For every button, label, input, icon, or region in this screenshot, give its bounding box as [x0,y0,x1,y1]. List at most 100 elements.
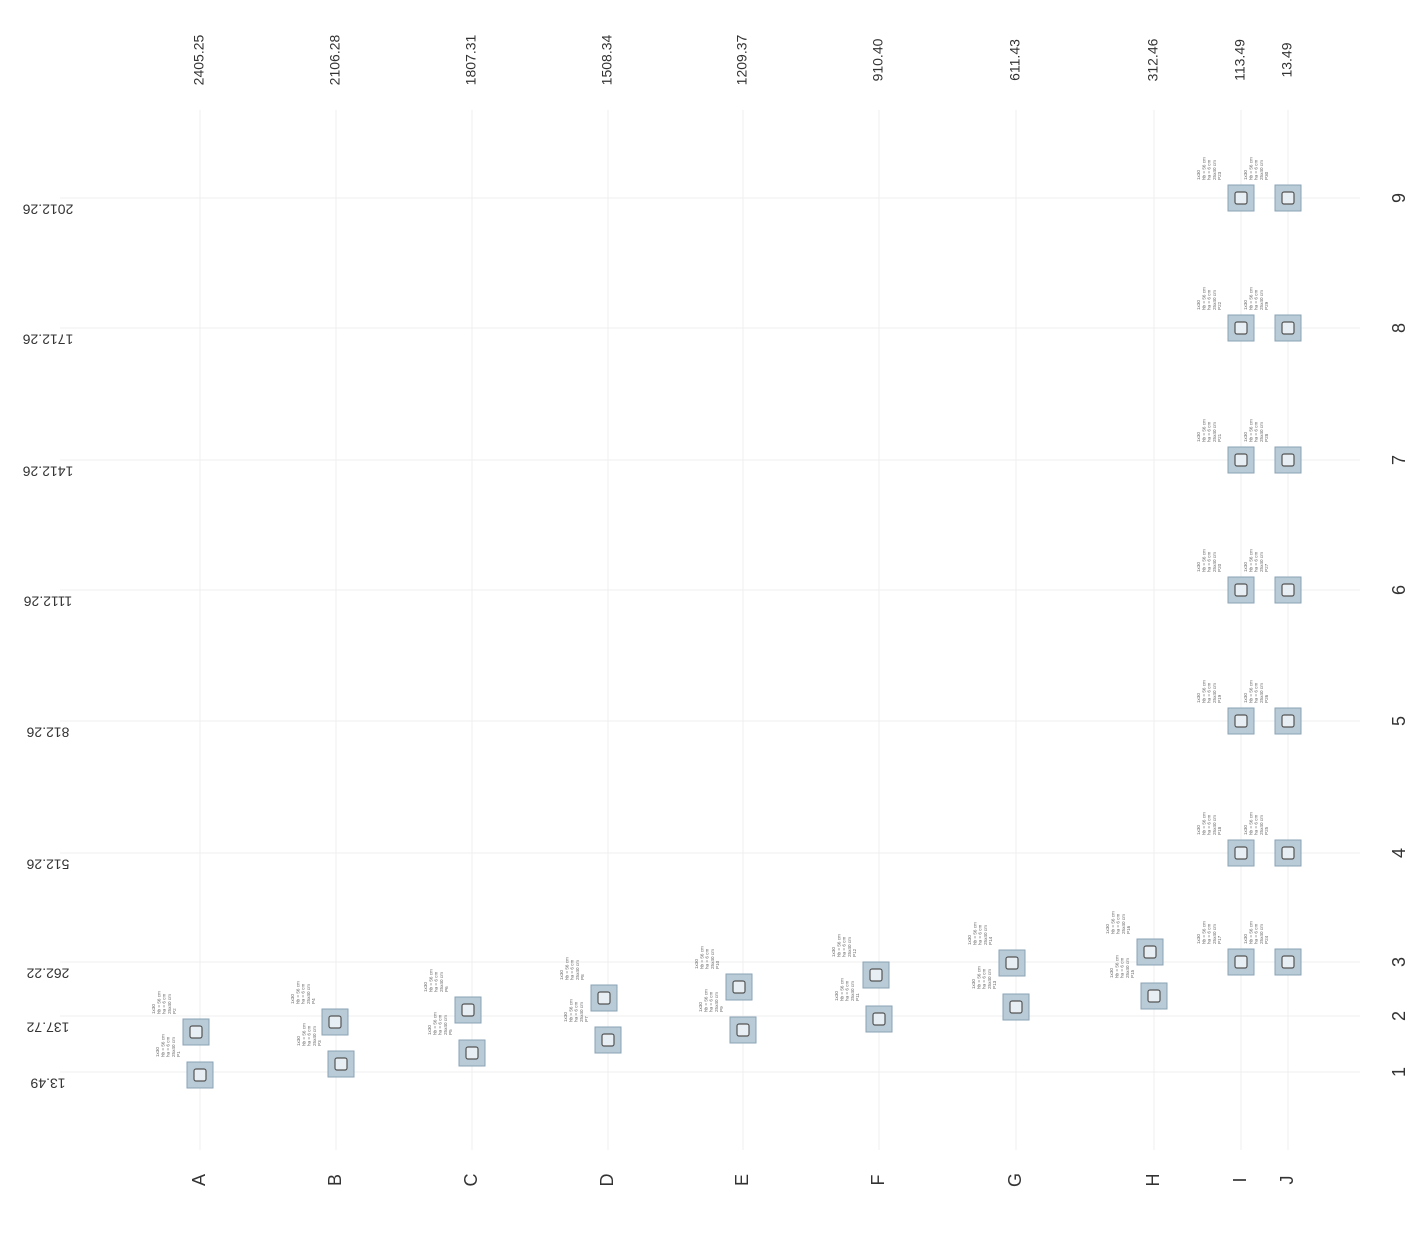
svg-text:P24: P24 [1264,935,1269,944]
svg-text:ha = 6 cm: ha = 6 cm [1254,552,1259,572]
svg-text:1x30: 1x30 [559,970,564,980]
svg-text:hb = 56 cm: hb = 56 cm [703,989,708,1012]
svg-text:1x30: 1x30 [1109,968,1114,978]
svg-text:P23: P23 [1217,171,1222,180]
svg-text:P1: P1 [176,1051,181,1057]
axis-label-j: J [1277,1176,1297,1185]
svg-text:ha = 6 cm: ha = 6 cm [1207,683,1212,703]
svg-text:P8: P8 [580,974,585,980]
axis-label-e: E [732,1174,752,1186]
coord-label-b: 2106.28 [327,34,343,85]
svg-text:1x30: 1x30 [427,1025,432,1035]
coord-label-i: 113.49 [1232,39,1248,81]
svg-text:1x30: 1x30 [971,979,976,989]
svg-text:P5: P5 [448,1029,453,1035]
axis-label-1: 1 [1389,1067,1409,1077]
axis-label-3: 3 [1389,957,1409,967]
axis-label-b: B [325,1174,345,1186]
svg-text:hb = 56 cm: hb = 56 cm [301,1023,306,1046]
svg-text:ha = 6 cm: ha = 6 cm [1254,815,1259,835]
svg-text:1x30: 1x30 [1196,432,1201,442]
svg-text:hb = 56 cm: hb = 56 cm [432,1012,437,1035]
svg-text:hb = 56 cm: hb = 56 cm [1201,921,1206,944]
svg-text:1x30: 1x30 [834,991,839,1001]
svg-text:ha = 6 cm: ha = 6 cm [1207,290,1212,310]
svg-text:P30: P30 [1264,171,1269,180]
coord-label-5: 812.26 [26,724,69,740]
svg-text:hb = 56 cm: hb = 56 cm [1201,419,1206,442]
axis-label-9: 9 [1389,193,1409,203]
svg-text:1x30: 1x30 [1196,693,1201,703]
svg-text:25x40 cm: 25x40 cm [1212,683,1217,703]
svg-text:1x30: 1x30 [967,935,972,945]
svg-text:1x30: 1x30 [1243,432,1248,442]
coord-label-d: 1508.34 [599,34,615,85]
svg-text:25x40 cm: 25x40 cm [983,925,988,945]
svg-text:ha = 6 cm: ha = 6 cm [166,1037,171,1057]
svg-text:ha = 6 cm: ha = 6 cm [1207,924,1212,944]
svg-text:1x30: 1x30 [1243,934,1248,944]
svg-text:25x40 cm: 25x40 cm [1259,924,1264,944]
svg-text:25x40 cm: 25x40 cm [850,981,855,1001]
svg-text:25x40 cm: 25x40 cm [710,949,715,969]
svg-text:1x30: 1x30 [1196,825,1201,835]
svg-text:25x40 cm: 25x40 cm [1212,160,1217,180]
svg-text:25x40 cm: 25x40 cm [847,937,852,957]
svg-text:ha = 6 cm: ha = 6 cm [1116,914,1121,934]
svg-text:hb = 56 cm: hb = 56 cm [1248,812,1253,835]
svg-text:P21: P21 [1217,433,1222,442]
svg-text:25x40 cm: 25x40 cm [1212,552,1217,572]
coord-label-4: 512.26 [26,856,69,872]
svg-text:ha = 6 cm: ha = 6 cm [1254,924,1259,944]
svg-text:P19: P19 [1217,694,1222,703]
axis-label-4: 4 [1389,848,1409,858]
svg-text:25x40 cm: 25x40 cm [1259,160,1264,180]
svg-text:hb = 56 cm: hb = 56 cm [428,969,433,992]
svg-text:P25: P25 [1264,826,1269,835]
svg-text:ha = 6 cm: ha = 6 cm [978,925,983,945]
svg-text:1x30: 1x30 [1243,825,1248,835]
svg-text:25x40 cm: 25x40 cm [1125,958,1130,978]
svg-text:ha = 6 cm: ha = 6 cm [845,981,850,1001]
svg-text:25x40 cm: 25x40 cm [1121,914,1126,934]
svg-text:P22: P22 [1217,301,1222,310]
svg-text:1x30: 1x30 [831,947,836,957]
svg-text:P27: P27 [1264,563,1269,572]
svg-text:1x30: 1x30 [296,1036,301,1046]
svg-text:P7: P7 [584,1016,589,1022]
svg-text:25x40 cm: 25x40 cm [1259,683,1264,703]
svg-text:25x40 cm: 25x40 cm [1259,552,1264,572]
svg-text:ha = 6 cm: ha = 6 cm [570,960,575,980]
svg-text:ha = 6 cm: ha = 6 cm [1207,815,1212,835]
svg-text:ha = 6 cm: ha = 6 cm [1120,958,1125,978]
svg-text:P18: P18 [1217,826,1222,835]
svg-text:hb = 56 cm: hb = 56 cm [295,981,300,1004]
axis-labels: A B C D E F G H I J 1 2 3 4 5 6 7 8 9 [189,193,1409,1187]
svg-text:25x40 cm: 25x40 cm [439,972,444,992]
svg-text:P17: P17 [1217,935,1222,944]
svg-text:hb = 56 cm: hb = 56 cm [1248,680,1253,703]
svg-text:25x40 cm: 25x40 cm [1212,815,1217,835]
axis-label-g: G [1005,1173,1025,1187]
svg-text:25x40 cm: 25x40 cm [1212,924,1217,944]
svg-text:1x30: 1x30 [698,1002,703,1012]
